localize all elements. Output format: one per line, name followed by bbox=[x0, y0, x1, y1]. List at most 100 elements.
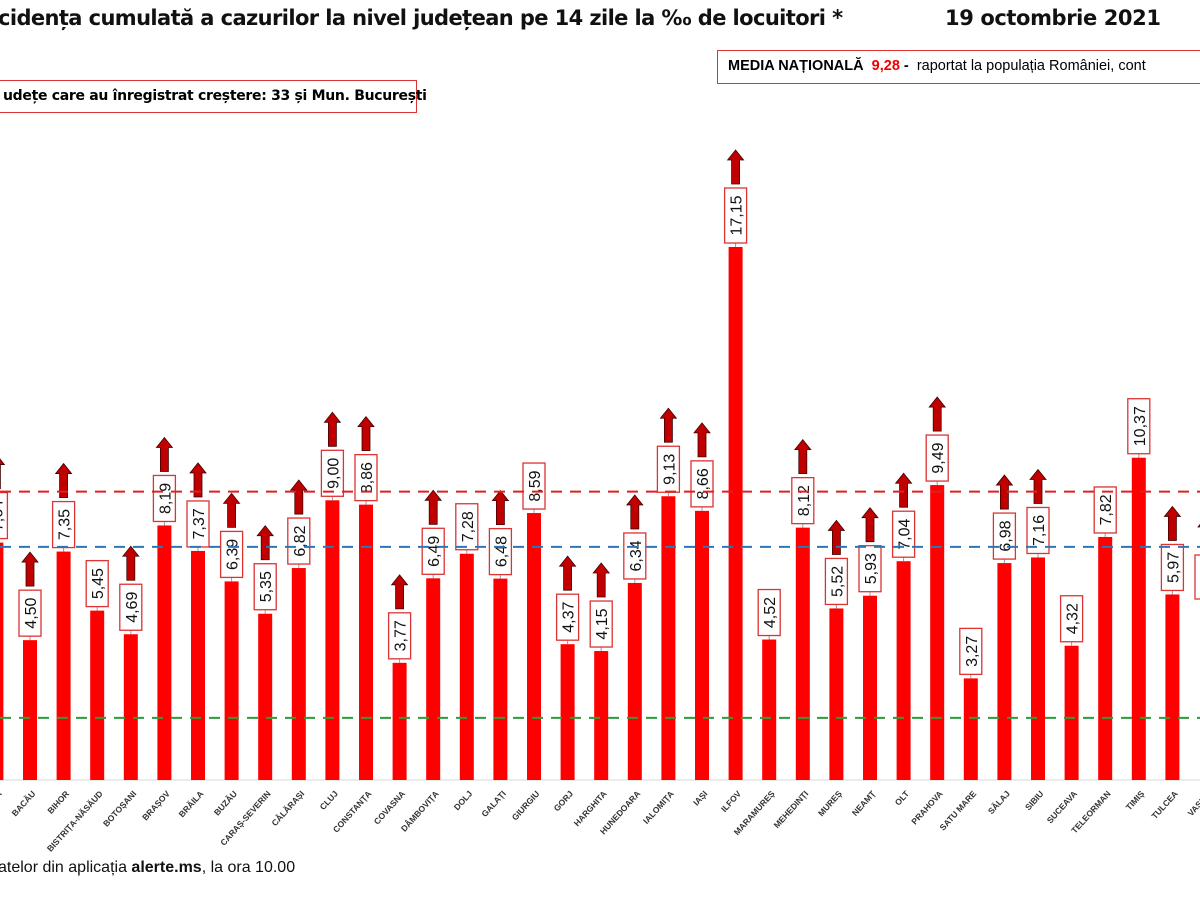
value-label-box bbox=[1160, 543, 1185, 592]
value-label: 4,69 bbox=[124, 592, 141, 623]
value-label: 4,50 bbox=[23, 597, 40, 628]
value-label-box bbox=[824, 557, 849, 606]
value-label-box bbox=[152, 474, 177, 523]
category-label: MEHEDINȚI bbox=[772, 789, 811, 830]
category-label: VASLUI bbox=[1186, 789, 1200, 818]
category-label: SUCEAVA bbox=[1045, 789, 1079, 826]
bar-prahova bbox=[930, 485, 945, 780]
value-label: 9,13 bbox=[661, 454, 678, 485]
category-label: NEAMȚ bbox=[850, 788, 878, 818]
increase-arrow-icon bbox=[693, 422, 711, 458]
bar-brașov bbox=[157, 525, 172, 780]
arrow-shape bbox=[827, 519, 846, 555]
category-label: SIBIU bbox=[1023, 789, 1046, 813]
arrow-shape bbox=[323, 411, 342, 447]
arrow-shape bbox=[1029, 468, 1047, 504]
value-label-box bbox=[387, 612, 412, 660]
category-label: OLT bbox=[893, 788, 912, 807]
increase-arrow-icon bbox=[357, 416, 375, 452]
value-label: 10,37 bbox=[1132, 406, 1149, 446]
value-label-box bbox=[522, 462, 546, 510]
value-label: 9,00 bbox=[325, 458, 342, 489]
value-label-box bbox=[354, 453, 378, 502]
arrow-shape bbox=[995, 474, 1014, 510]
national-average-dash: - bbox=[903, 58, 909, 74]
value-label-box bbox=[1127, 398, 1151, 455]
value-label: 8,19 bbox=[157, 483, 174, 514]
value-label: 7,28 bbox=[460, 511, 477, 542]
increase-arrow-icon bbox=[1163, 505, 1182, 541]
value-label: 4,32 bbox=[1065, 603, 1082, 634]
value-label-box bbox=[858, 545, 882, 593]
value-label-box bbox=[253, 563, 277, 611]
value-label-box bbox=[1093, 486, 1117, 534]
arrow-shape bbox=[189, 462, 207, 498]
bar-ialomița bbox=[661, 496, 676, 780]
bar-mureș bbox=[829, 608, 844, 780]
value-label: 6,34 bbox=[628, 540, 645, 571]
arrow-shape bbox=[793, 439, 812, 475]
bar-botoșani bbox=[123, 634, 138, 780]
bar-mehedinți bbox=[795, 527, 810, 780]
chart-date: 19 octombrie 2021 bbox=[945, 6, 1161, 30]
category-label: HARGHITA bbox=[572, 789, 609, 829]
value-label-box bbox=[119, 583, 143, 631]
arrow-shape bbox=[390, 574, 409, 610]
arrow-shape bbox=[256, 525, 275, 561]
value-label-box bbox=[455, 503, 479, 551]
value-label: 5,35 bbox=[258, 571, 275, 602]
source-note: atelor din aplicația alerte.ms, la ora 1… bbox=[0, 859, 295, 877]
category-label: GORJ bbox=[552, 788, 576, 813]
category-label: TIMIȘ bbox=[1124, 788, 1147, 812]
arrow-shape bbox=[625, 494, 644, 530]
bar-sălaj bbox=[997, 563, 1012, 780]
arrow-shape bbox=[0, 458, 6, 489]
bar-tulcea bbox=[1165, 594, 1180, 780]
value-label: 7,04 bbox=[897, 519, 914, 550]
category-label: BRĂILA bbox=[177, 789, 206, 820]
increase-arrow-icon bbox=[894, 472, 913, 508]
increase-arrow-icon bbox=[793, 439, 812, 475]
value-label-box bbox=[555, 593, 580, 641]
value-label-box bbox=[623, 532, 647, 580]
arrow-shape bbox=[861, 507, 879, 543]
increase-counties-box: udețe care au înregistrat creștere: 33 ș… bbox=[0, 80, 427, 113]
value-label: 9,49 bbox=[930, 442, 947, 473]
arrow-shape bbox=[659, 407, 678, 443]
value-label: 5,97 bbox=[1165, 552, 1182, 583]
bar-ilfov bbox=[728, 247, 743, 780]
value-label: 7,16 bbox=[1031, 515, 1048, 546]
value-label: 4,15 bbox=[594, 608, 611, 639]
bar-suceava bbox=[1064, 645, 1079, 780]
value-label: 17,15 bbox=[729, 195, 746, 235]
category-label: BRAȘOV bbox=[140, 788, 172, 822]
increase-arrow-icon bbox=[424, 489, 443, 525]
national-average-note: raportat la populația României, cont bbox=[916, 58, 1146, 74]
category-label: BIHOR bbox=[45, 789, 71, 816]
increase-arrow-icon bbox=[491, 489, 510, 526]
value-label: 3,77 bbox=[393, 620, 410, 651]
bar-maramureș bbox=[762, 639, 777, 780]
arrow-shape bbox=[357, 416, 375, 452]
category-label: SĂLAJ bbox=[986, 788, 1012, 816]
value-label-box bbox=[723, 187, 748, 244]
value-label: 5,52 bbox=[829, 566, 846, 597]
increase-arrow-icon bbox=[289, 479, 308, 515]
bar-giurgiu bbox=[527, 513, 541, 780]
bar-călărași bbox=[291, 568, 306, 780]
bar-teleorman bbox=[1098, 536, 1113, 780]
arrow-shape bbox=[54, 462, 73, 498]
arrow-shape bbox=[928, 396, 947, 432]
increase-arrow-icon bbox=[995, 474, 1014, 510]
arrow-shape bbox=[558, 555, 577, 591]
value-label-box bbox=[1059, 595, 1084, 643]
value-label-box bbox=[589, 600, 613, 648]
increase-arrow-icon bbox=[323, 411, 342, 447]
category-label: COVASNA bbox=[372, 789, 407, 827]
bar-bacău bbox=[23, 640, 37, 780]
bar-neamț bbox=[863, 595, 877, 780]
bar-olt bbox=[896, 561, 911, 780]
arrow-shape bbox=[155, 436, 174, 472]
increase-arrow-icon bbox=[121, 545, 140, 581]
arrow-shape bbox=[592, 562, 611, 598]
